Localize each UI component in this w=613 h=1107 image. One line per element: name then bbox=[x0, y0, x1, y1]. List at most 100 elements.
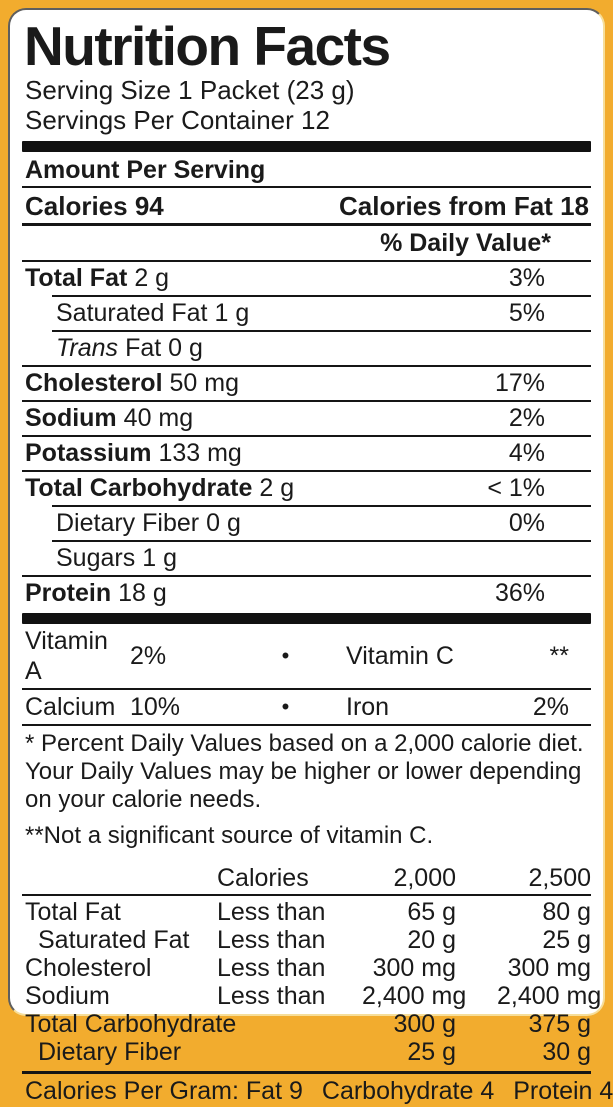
thick-divider-middle bbox=[22, 613, 591, 624]
ref-value-2000: 2,400 mg bbox=[362, 982, 467, 1010]
nutrient-name: Cholesterol bbox=[25, 369, 163, 397]
ref-qualifier bbox=[217, 1010, 362, 1038]
nutrient-daily-value: 5% bbox=[508, 299, 545, 327]
cpg-protein: Protein 4 bbox=[513, 1077, 613, 1105]
nutrient-row-potassium: Potassium 133 mg 4% bbox=[22, 437, 591, 470]
vitamin-right-value: ** bbox=[549, 642, 569, 670]
reference-table-header: Calories 2,000 2,500 bbox=[22, 864, 591, 892]
nutrient-amount: Fat 0 g bbox=[125, 334, 203, 362]
header-2000: 2,000 bbox=[393, 864, 456, 892]
ref-nutrient: Cholesterol bbox=[25, 954, 152, 982]
nutrient-row-total-carbohydrate: Total Carbohydrate 2 g < 1% bbox=[22, 472, 591, 505]
vitamin-left-name: Vitamin A bbox=[25, 627, 108, 685]
ref-value-2500: 80 g bbox=[542, 898, 591, 926]
ref-qualifier bbox=[217, 1038, 362, 1066]
calories-per-gram-label: Calories Per Gram: Fat 9 bbox=[25, 1076, 303, 1107]
ref-qualifier: Less than bbox=[217, 954, 326, 982]
ref-value-2500: 25 g bbox=[542, 926, 591, 954]
ref-value-2500: 2,400 mg bbox=[497, 982, 602, 1010]
cpg-carbohydrate: Carbohydrate 4 bbox=[321, 1077, 495, 1105]
amount-per-serving-heading: Amount Per Serving bbox=[25, 156, 266, 184]
ref-value-2000: 25 g bbox=[407, 1038, 456, 1066]
vitamin-left-value: 2% bbox=[130, 642, 167, 670]
divider bbox=[22, 894, 591, 896]
serving-size: Serving Size 1 Packet (23 g) bbox=[25, 75, 355, 105]
nutrient-amount: 40 mg bbox=[123, 404, 194, 432]
reference-row-cholesterol: Cholesterol Less than 300 mg 300 mg bbox=[22, 954, 591, 982]
nutrient-name: Dietary Fiber bbox=[56, 509, 200, 537]
vitamin-row-calcium-iron: Calcium 10% • Iron 2% bbox=[22, 690, 591, 724]
ref-nutrient: Sodium bbox=[25, 982, 110, 1010]
nutrient-daily-value: 17% bbox=[494, 369, 545, 397]
divider bbox=[52, 540, 591, 542]
vitamin-right-value: 2% bbox=[532, 693, 569, 721]
calories-from-fat: Calories from Fat 18 bbox=[339, 191, 589, 221]
calories-value: 94 bbox=[134, 191, 164, 221]
divider bbox=[22, 186, 591, 188]
nutrient-amount: 18 g bbox=[118, 579, 167, 607]
label-title: Nutrition Facts bbox=[24, 15, 391, 77]
ref-value-2000: 300 g bbox=[393, 1010, 456, 1038]
ref-qualifier: Less than bbox=[217, 898, 326, 926]
nutrient-row-sodium: Sodium 40 mg 2% bbox=[22, 402, 591, 435]
nutrient-name: Saturated Fat bbox=[56, 299, 208, 327]
bullet-separator: • bbox=[281, 694, 290, 719]
nutrient-name: Total Carbohydrate bbox=[25, 474, 253, 502]
ref-value-2000: 300 mg bbox=[372, 954, 456, 982]
divider bbox=[22, 435, 591, 437]
nutrient-daily-value bbox=[545, 544, 591, 573]
ref-value-2000: 20 g bbox=[407, 926, 456, 954]
header-2500: 2,500 bbox=[528, 864, 591, 892]
divider bbox=[22, 260, 591, 262]
nutrient-daily-value: 4% bbox=[508, 439, 545, 467]
nutrient-row-sugars: Sugars 1 g bbox=[22, 542, 591, 575]
divider bbox=[22, 400, 591, 402]
nutrient-amount: 2 g bbox=[134, 264, 170, 292]
nutrient-row-total-fat: Total Fat 2 g 3% bbox=[22, 262, 591, 295]
nutrient-row-trans-fat: Trans Fat 0 g bbox=[22, 332, 591, 365]
ref-nutrient: Total Fat bbox=[25, 898, 121, 926]
vitamin-right-name: Iron bbox=[346, 693, 390, 721]
nutrient-name: Protein bbox=[25, 579, 112, 607]
daily-values-footnote: * Percent Daily Values based on a 2,000 … bbox=[25, 730, 584, 813]
ref-nutrient: Dietary Fiber bbox=[38, 1038, 182, 1066]
reference-row-total-fat: Total Fat Less than 65 g 80 g bbox=[22, 898, 591, 926]
reference-row-dietary-fiber: Dietary Fiber 25 g 30 g bbox=[22, 1038, 591, 1066]
nutrient-amount: 2 g bbox=[259, 474, 295, 502]
nutrient-row-dietary-fiber: Dietary Fiber 0 g 0% bbox=[22, 507, 591, 540]
nutrient-name: Trans bbox=[56, 334, 119, 362]
vitamin-left-name: Calcium bbox=[25, 693, 116, 721]
vitamin-c-footnote: **Not a significant source of vitamin C. bbox=[25, 822, 434, 849]
nutrient-name: Total Fat bbox=[25, 264, 128, 292]
ref-value-2500: 300 mg bbox=[507, 954, 591, 982]
calories-label: Calories bbox=[25, 191, 128, 221]
reference-row-sodium: Sodium Less than 2,400 mg 2,400 mg bbox=[22, 982, 601, 1010]
divider bbox=[52, 295, 591, 297]
reference-row-saturated-fat: Saturated Fat Less than 20 g 25 g bbox=[22, 926, 591, 954]
nutrient-amount: 1 g bbox=[142, 544, 177, 572]
divider bbox=[22, 575, 591, 577]
ref-nutrient: Saturated Fat bbox=[38, 926, 190, 954]
nutrient-daily-value: 0% bbox=[508, 509, 545, 537]
calories: Calories 94 bbox=[25, 191, 164, 221]
reference-row-total-carbohydrate: Total Carbohydrate 300 g 375 g bbox=[22, 1010, 591, 1038]
calories-from-fat-value: 18 bbox=[560, 191, 589, 221]
nutrient-amount: 1 g bbox=[214, 299, 250, 327]
bullet-separator: • bbox=[281, 643, 290, 668]
nutrient-name: Sugars bbox=[56, 544, 136, 572]
ref-value-2500: 375 g bbox=[528, 1010, 591, 1038]
nutrient-daily-value: 2% bbox=[508, 404, 545, 432]
nutrient-name: Potassium bbox=[25, 439, 152, 467]
calories-per-gram-row: Calories Per Gram: Fat 9 Carbohydrate 4 … bbox=[22, 1074, 613, 1107]
nutrient-daily-value: 36% bbox=[494, 579, 545, 607]
divider bbox=[22, 688, 591, 690]
vitamin-right-name: Vitamin C bbox=[346, 642, 454, 670]
header-spacer bbox=[22, 864, 217, 892]
nutrient-daily-value: 3% bbox=[508, 264, 545, 292]
vitamin-left-value: 10% bbox=[130, 693, 181, 721]
divider bbox=[22, 365, 591, 367]
ref-qualifier: Less than bbox=[217, 926, 326, 954]
calories-from-fat-label: Calories from Fat bbox=[339, 191, 553, 221]
divider bbox=[22, 223, 591, 226]
daily-value-header: % Daily Value* bbox=[380, 229, 551, 257]
